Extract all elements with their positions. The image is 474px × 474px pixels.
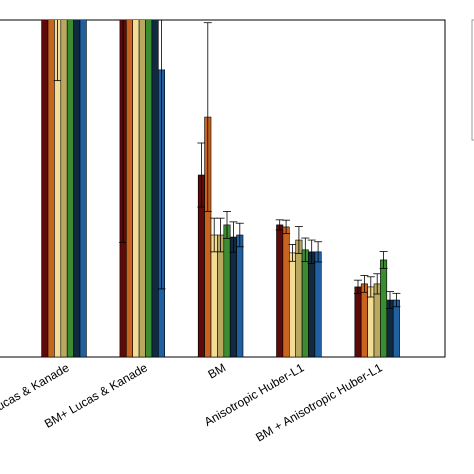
error-bar bbox=[360, 275, 369, 293]
error-bar bbox=[307, 239, 316, 265]
bar bbox=[132, 20, 140, 357]
error-bar bbox=[197, 142, 206, 208]
bar bbox=[73, 20, 81, 357]
error-bar bbox=[354, 279, 362, 295]
bar bbox=[60, 20, 68, 357]
bar bbox=[223, 224, 231, 357]
error-bar bbox=[294, 226, 303, 254]
error-bar bbox=[53, 20, 62, 82]
bar bbox=[126, 20, 134, 357]
bar bbox=[41, 20, 49, 357]
error-bar bbox=[223, 211, 231, 239]
bar bbox=[367, 286, 375, 357]
bar bbox=[66, 20, 74, 357]
error-bar bbox=[216, 217, 225, 253]
bar bbox=[236, 234, 244, 357]
error-bar bbox=[288, 244, 297, 262]
bar bbox=[79, 20, 87, 357]
error-bar bbox=[379, 251, 388, 269]
error-bar bbox=[392, 292, 401, 308]
bar bbox=[288, 252, 296, 357]
bar bbox=[229, 236, 237, 357]
bar bbox=[295, 239, 303, 357]
legend-box bbox=[471, 19, 474, 141]
bar bbox=[392, 299, 400, 357]
error-bar bbox=[373, 273, 382, 295]
bar bbox=[354, 286, 362, 357]
error-bar bbox=[235, 222, 244, 248]
bar bbox=[210, 234, 218, 357]
error-bar bbox=[229, 221, 238, 253]
error-bar bbox=[157, 20, 166, 290]
bar bbox=[138, 20, 146, 357]
bar bbox=[145, 20, 153, 357]
error-bar bbox=[314, 241, 323, 263]
bar bbox=[301, 249, 309, 357]
error-bar bbox=[366, 276, 375, 298]
x-tick-label: BM bbox=[206, 360, 229, 381]
bar bbox=[151, 20, 159, 357]
bar bbox=[308, 251, 316, 357]
x-tick-label: BM + Anisotropic Huber-L1 bbox=[253, 360, 385, 444]
bar bbox=[314, 251, 322, 357]
error-bar bbox=[301, 237, 310, 263]
bar bbox=[217, 234, 225, 357]
bar bbox=[360, 283, 368, 357]
bars bbox=[41, 20, 401, 357]
error-bar bbox=[203, 22, 212, 212]
error-bar bbox=[282, 219, 291, 235]
bar bbox=[47, 20, 55, 357]
bar bbox=[380, 259, 388, 357]
bar bbox=[276, 224, 284, 357]
error-bar bbox=[386, 291, 394, 309]
bar bbox=[373, 283, 381, 357]
error-bar bbox=[119, 20, 128, 243]
bar bbox=[282, 226, 290, 357]
